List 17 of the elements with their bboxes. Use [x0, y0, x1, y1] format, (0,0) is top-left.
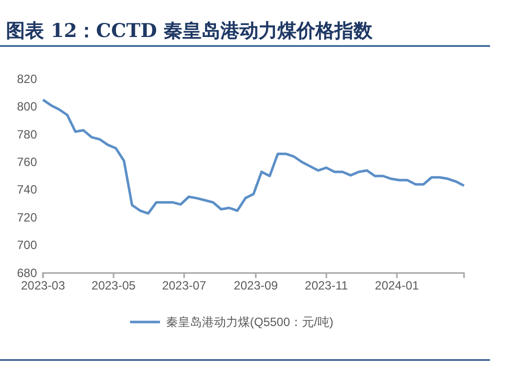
- y-tick-label: 800: [16, 100, 38, 114]
- legend-label: 秦皇岛港动力煤(Q5500：元/吨): [166, 315, 334, 329]
- line-series: [42, 98, 466, 215]
- chart-title: 图表 12：CCTD 秦皇岛港动力煤价格指数: [6, 20, 374, 42]
- x-tick-label: 2023-11: [304, 278, 348, 293]
- y-tick-label: 780: [16, 127, 38, 142]
- y-tick-label: 720: [16, 210, 38, 224]
- y-tick-label: 700: [16, 238, 38, 252]
- y-tick-label: 680: [16, 266, 38, 280]
- x-tick-label: 2023-03: [20, 278, 66, 293]
- x-tick-label: 2024-01: [374, 278, 420, 293]
- x-tick-label: 2023-05: [92, 278, 136, 293]
- y-tick-label: 820: [16, 72, 38, 86]
- y-tick-label: 740: [16, 182, 38, 197]
- x-tick-label: 2023-09: [234, 278, 278, 293]
- y-tick-label: 760: [16, 154, 38, 169]
- x-tick-label: 2023-07: [162, 278, 206, 293]
